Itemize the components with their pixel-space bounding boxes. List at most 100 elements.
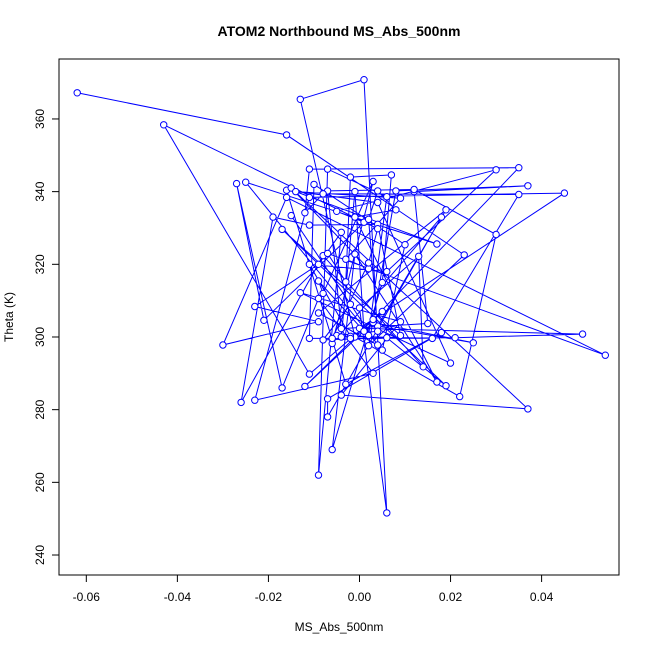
data-point — [396, 194, 405, 202]
data-point — [360, 76, 368, 84]
data-point — [251, 396, 259, 404]
y-tick-label: 360 — [33, 109, 47, 129]
data-point — [328, 334, 336, 343]
data-point — [369, 315, 377, 324]
data-point — [296, 289, 304, 297]
x-axis-label: MS_Abs_500nm — [295, 620, 384, 634]
data-point — [328, 445, 336, 454]
data-point — [392, 206, 400, 214]
data-point — [232, 179, 241, 188]
data-point — [296, 95, 304, 104]
data-point — [364, 342, 373, 350]
data-point — [428, 334, 436, 343]
data-point — [278, 384, 286, 392]
data-point — [442, 206, 450, 214]
data-point — [282, 131, 291, 139]
data-point — [310, 180, 318, 189]
data-point — [319, 289, 327, 298]
data-point — [374, 225, 382, 233]
data-point — [410, 185, 418, 194]
data-point — [260, 316, 268, 324]
x-tick-label: 0.00 — [348, 590, 372, 604]
data-point — [387, 171, 396, 179]
data-point — [292, 187, 300, 196]
data-point — [282, 193, 291, 202]
data-point — [301, 209, 309, 217]
data-point — [374, 187, 382, 195]
data-point — [492, 166, 500, 174]
data-point — [433, 240, 441, 248]
x-axis: -0.06 -0.04 -0.02 0.00 0.02 0.04 — [73, 574, 554, 604]
x-tick-label: 0.02 — [439, 590, 463, 604]
data-point — [287, 211, 295, 220]
data-point — [355, 304, 364, 312]
data-point — [601, 351, 609, 359]
data-point — [351, 250, 359, 258]
chart-title: ATOM2 Northbound MS_Abs_500nm — [218, 23, 461, 39]
data-point — [383, 267, 391, 276]
y-axis: 240 260 280 300 320 340 360 — [33, 109, 60, 565]
data-point — [374, 198, 382, 207]
data-point — [319, 336, 327, 344]
data-point — [524, 405, 532, 413]
data-point — [305, 193, 314, 202]
data-point — [451, 334, 459, 342]
data-point — [437, 213, 446, 221]
data-point — [401, 241, 409, 249]
data-point — [419, 363, 427, 371]
data-point — [396, 331, 405, 340]
data-point — [351, 187, 359, 196]
data-point — [446, 359, 455, 367]
data-point — [383, 193, 391, 201]
data-point — [319, 190, 327, 198]
data-point — [342, 278, 350, 286]
data-point — [383, 509, 391, 517]
data-point — [337, 333, 345, 341]
data-point — [314, 260, 323, 268]
x-tick-label: 0.04 — [530, 590, 554, 604]
data-point — [460, 251, 468, 259]
data-point — [305, 165, 314, 173]
data-point — [251, 302, 259, 311]
data-point — [237, 398, 245, 407]
y-tick-label: 300 — [33, 327, 47, 347]
data-point — [314, 309, 323, 317]
y-tick-label: 240 — [33, 545, 47, 565]
data-point — [337, 228, 345, 237]
y-axis-label: Theta (K) — [2, 292, 16, 342]
data-point — [369, 369, 377, 377]
data-point — [437, 328, 446, 337]
x-tick-label: -0.06 — [73, 590, 101, 604]
data-point — [323, 395, 332, 403]
data-point — [374, 327, 382, 335]
data-point — [314, 318, 323, 326]
data-point — [305, 260, 314, 268]
data-point — [160, 121, 168, 129]
data-point — [337, 324, 345, 333]
data-point — [369, 177, 377, 186]
data-point — [301, 382, 309, 391]
data-point — [424, 319, 432, 328]
data-point — [305, 221, 314, 229]
data-point — [323, 249, 332, 258]
x-tick-label: -0.02 — [255, 590, 283, 604]
data-point — [351, 213, 359, 221]
data-point — [314, 471, 323, 479]
data-point — [323, 165, 332, 173]
x-tick-label: -0.04 — [164, 590, 192, 604]
series-line — [77, 79, 606, 513]
data-point — [342, 255, 350, 263]
data-point — [337, 391, 345, 399]
data-point — [378, 307, 386, 316]
data-point — [383, 334, 391, 342]
data-point — [378, 278, 386, 287]
data-point — [342, 380, 350, 388]
data-point — [219, 341, 227, 349]
data-point — [374, 341, 382, 349]
data-point — [492, 230, 500, 239]
data-point — [433, 378, 441, 386]
data-point — [364, 259, 373, 267]
data-point — [364, 215, 373, 224]
data-point — [346, 334, 355, 343]
